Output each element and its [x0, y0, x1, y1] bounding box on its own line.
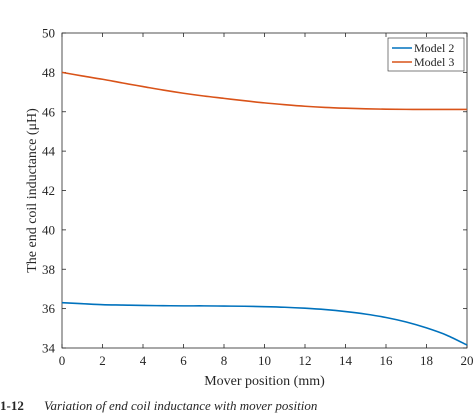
y-tick-label: 50: [42, 26, 55, 41]
x-tick-label: 0: [59, 353, 66, 368]
series-line-model-2: [61, 301, 468, 346]
x-tick-label: 8: [221, 353, 228, 368]
caption-number: 1-12: [0, 398, 24, 413]
caption-text: Variation of end coil inductance with mo…: [44, 398, 317, 413]
x-tick-label: 10: [258, 353, 271, 368]
x-tick-label: 2: [99, 353, 106, 368]
x-tick-label: 14: [339, 353, 353, 368]
y-tick-label: 38: [42, 262, 55, 277]
x-axis-label: Mover position (mm): [204, 374, 325, 389]
legend-box: [387, 37, 465, 72]
x-tick-label: 18: [420, 353, 433, 368]
y-tick-label: 44: [42, 144, 56, 159]
y-tick-label: 42: [42, 183, 55, 198]
legend-label-model-3: Model 3: [414, 55, 454, 69]
legend-label-model-2: Model 2: [414, 41, 454, 55]
y-tick-label: 34: [42, 341, 56, 356]
x-tick-label: 4: [140, 353, 147, 368]
x-tick-label: 20: [461, 353, 474, 368]
y-tick-label: 40: [42, 222, 55, 237]
x-tick-label: 6: [180, 353, 187, 368]
y-tick-label: 36: [42, 301, 56, 316]
figure-caption: 1-12 Variation of end coil inductance wi…: [0, 398, 317, 413]
plot-area: [61, 32, 468, 349]
y-tick-label: 48: [42, 65, 55, 80]
y-tick-label: 46: [42, 104, 56, 119]
series-line-model-3: [61, 71, 467, 111]
legend: Model 2 Model 3: [387, 37, 465, 72]
x-tick-label: 12: [299, 353, 312, 368]
y-axis-label: The end coil inductance (μH): [25, 108, 40, 273]
x-tick-label: 16: [380, 353, 394, 368]
